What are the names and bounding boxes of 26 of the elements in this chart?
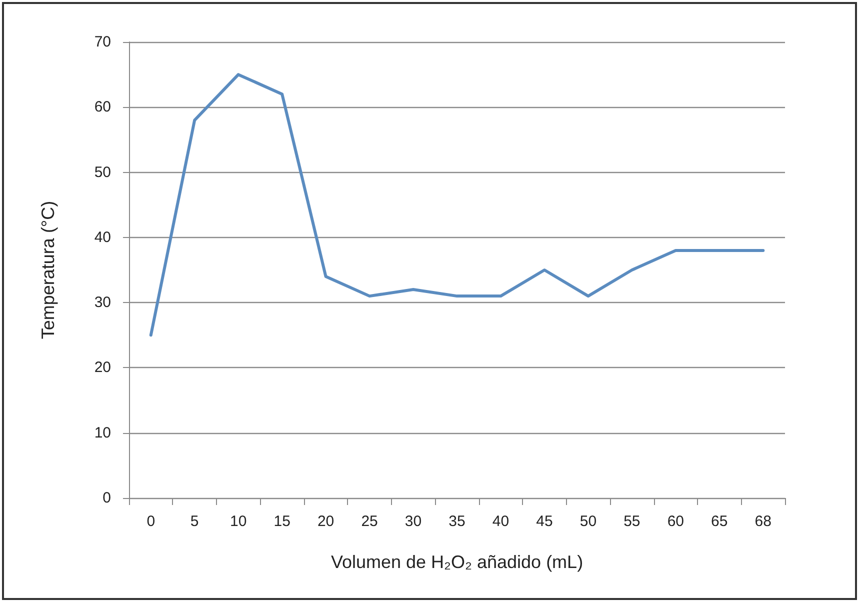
y-tick-label: 10 xyxy=(94,424,111,442)
x-tick-label: 20 xyxy=(317,513,334,530)
x-tick-label: 45 xyxy=(536,513,553,530)
x-tick-label: 50 xyxy=(580,513,597,530)
x-tick-label: 25 xyxy=(361,513,378,530)
x-tick-label: 35 xyxy=(448,513,466,530)
x-axis-title: Volumen de H₂O₂ añadido (mL) xyxy=(330,552,584,572)
x-tick-label: 40 xyxy=(492,513,510,530)
x-tick-label: 55 xyxy=(624,513,640,530)
x-tick-label: 30 xyxy=(404,513,422,530)
line-series xyxy=(149,73,765,337)
y-tick-label: 40 xyxy=(94,228,111,246)
y-tick-label: 70 xyxy=(94,34,111,50)
y-axis-title: Temperatura (°C) xyxy=(38,200,58,340)
y-tick-label: 50 xyxy=(94,164,111,181)
x-tick-label: 60 xyxy=(667,513,684,530)
x-tick-label: 68 xyxy=(754,513,772,530)
x-tick-label: 5 xyxy=(190,513,199,530)
y-tick-label: 20 xyxy=(94,359,111,376)
y-tick-label: 0 xyxy=(102,490,111,506)
y-tick-label: 60 xyxy=(94,98,111,116)
x-tick-label: 15 xyxy=(274,513,290,530)
y-tick-label: 30 xyxy=(94,294,111,312)
x-tick-label: 65 xyxy=(711,513,728,530)
x-tick-label: 0 xyxy=(146,513,156,530)
x-tick-label: 10 xyxy=(230,513,247,530)
